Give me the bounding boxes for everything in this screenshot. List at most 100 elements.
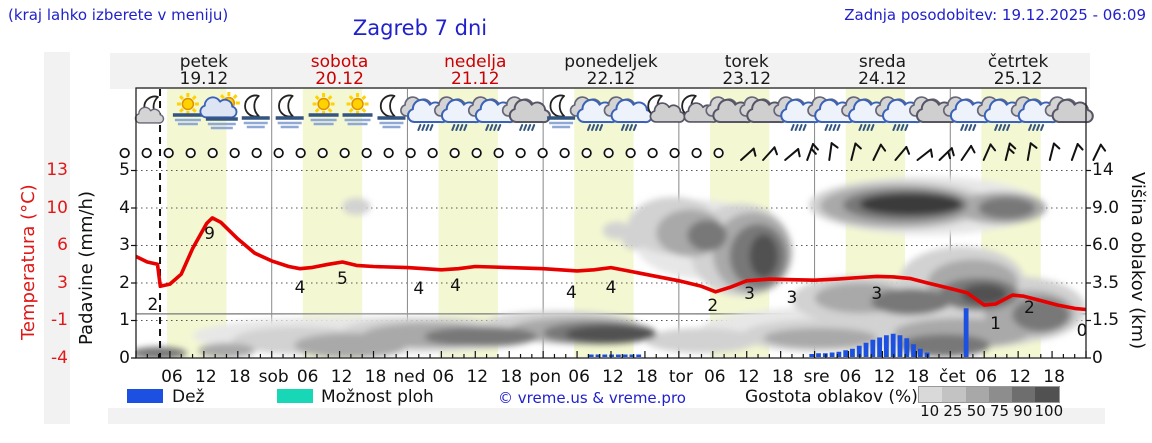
- showers-legend-swatch: [277, 389, 313, 403]
- day-name: ponedeljek: [564, 52, 658, 72]
- wind-calm-icon: [625, 147, 636, 159]
- cloud-density-scale-ticks: 10 25 50 75 90 100: [918, 402, 1064, 420]
- background-dayheader-band: [110, 53, 1090, 89]
- wind-barb-icon: [1004, 142, 1017, 161]
- svg-text:12: 12: [738, 367, 760, 387]
- credit-link[interactable]: © vreme.us & vreme.pro: [498, 389, 686, 407]
- weather-icon-moon-fog: [547, 94, 576, 129]
- svg-text:18: 18: [229, 367, 251, 387]
- svg-text:pon: pon: [529, 367, 561, 387]
- svg-text:2: 2: [148, 295, 159, 315]
- wind-calm-icon: [383, 147, 394, 159]
- wind-calm-icon: [295, 147, 306, 159]
- svg-text:1: 1: [990, 314, 1001, 334]
- svg-text:18: 18: [636, 367, 658, 387]
- wind-calm-icon: [647, 147, 658, 159]
- wind-barb-icon: [982, 143, 997, 161]
- weather-icon-cloud: [1044, 96, 1094, 124]
- wind-calm-icon: [691, 147, 702, 159]
- day-header-nedelja: nedelja 21.12: [405, 54, 545, 88]
- background-left-column: [44, 52, 70, 424]
- wind-calm-icon: [361, 147, 372, 159]
- weather-icon-moon-fog: [275, 94, 304, 129]
- svg-text:čet: čet: [939, 367, 966, 387]
- wind-calm-icon: [449, 147, 460, 159]
- day-date: 20.12: [315, 69, 364, 89]
- wind-barb-icon: [850, 142, 862, 161]
- day-name: nedelja: [444, 52, 507, 72]
- svg-text:tor: tor: [669, 367, 693, 387]
- wind-calm-icon: [207, 147, 218, 159]
- rain-legend-label: Dež: [172, 387, 205, 407]
- svg-text:06: 06: [568, 367, 590, 387]
- wind-barb-icon: [784, 148, 801, 161]
- precipitation-tick: 5: [119, 160, 130, 180]
- wind-calm-icon: [339, 147, 350, 159]
- day-header-četrtek: četrtek 25.12: [948, 54, 1088, 88]
- weather-icon-cloud-rain: [841, 96, 891, 131]
- wind-barb-icon: [1092, 143, 1107, 161]
- wind-calm-icon: [317, 147, 328, 159]
- wind-calm-icon: [603, 147, 614, 159]
- wind-calm-icon: [581, 147, 592, 159]
- svg-text:2: 2: [1024, 298, 1035, 318]
- temperature-line: [136, 216, 1086, 312]
- temperature-tick: 13: [46, 160, 68, 180]
- wind-calm-icon: [229, 147, 240, 159]
- rain-legend-swatch: [127, 389, 163, 403]
- gradient-tick-label: 75: [989, 402, 1010, 420]
- svg-text:4: 4: [566, 283, 577, 303]
- svg-text:4: 4: [450, 276, 461, 296]
- wind-calm-icon: [141, 147, 152, 159]
- day-date: 23.12: [722, 69, 772, 89]
- day-header-sobota: sobota 20.12: [270, 54, 410, 88]
- day-name: torek: [724, 52, 769, 72]
- gradient-tick-label: 25: [943, 402, 963, 420]
- svg-text:06: 06: [840, 367, 862, 387]
- day-name: sreda: [858, 52, 906, 72]
- svg-text:12: 12: [331, 367, 353, 387]
- day-header-ponedeljek: ponedeljek 22.12: [541, 54, 681, 88]
- gradient-tick-label: 100: [1034, 402, 1064, 420]
- cloud-height-tick: 9.0: [1092, 197, 1120, 218]
- day-name: petek: [179, 52, 228, 72]
- wind-barb-icon: [762, 146, 778, 161]
- svg-text:18: 18: [500, 367, 522, 387]
- wind-calm-icon: [493, 147, 504, 159]
- temperature-tick: -1: [51, 310, 68, 330]
- precipitation-tick: 1: [119, 310, 130, 330]
- gradient-step: [1035, 387, 1059, 402]
- cloud-height-tick: 14: [1092, 160, 1114, 180]
- day-header-sreda: sreda 24.12: [812, 54, 952, 88]
- svg-text:18: 18: [908, 367, 930, 387]
- wind-calm-icon: [713, 147, 724, 159]
- weather-icon-row: [134, 92, 1094, 131]
- wind-barb-icon: [960, 144, 976, 161]
- svg-text:0: 0: [1077, 321, 1088, 341]
- svg-text:3: 3: [787, 288, 798, 308]
- wind-calm-icon: [405, 147, 416, 159]
- day-header-torek: torek 23.12: [677, 54, 817, 88]
- wind-barb-icon: [1026, 142, 1038, 161]
- svg-text:06: 06: [297, 367, 319, 387]
- wind-symbols: [119, 142, 1107, 161]
- wind-barb-icon: [828, 142, 839, 161]
- weather-icon-cloud-rain: [807, 96, 857, 131]
- weather-icon-moon-fog: [377, 94, 406, 129]
- svg-text:12: 12: [466, 367, 488, 387]
- svg-text:4: 4: [413, 279, 424, 299]
- gradient-tick-label: 50: [966, 402, 986, 420]
- cloud-density-field: [136, 176, 1086, 358]
- gradient-step: [919, 387, 943, 402]
- axis-ticks: [131, 169, 1091, 359]
- cloud-density-scale-label: Gostota oblakov (%): [745, 387, 918, 407]
- day-date: 25.12: [993, 69, 1043, 89]
- weather-icon-moon-gray-cloud: [647, 94, 686, 123]
- wind-calm-icon: [537, 147, 548, 159]
- weather-icon-cloud-rain: [603, 96, 653, 131]
- wind-calm-icon: [163, 147, 174, 159]
- weather-icon-moon-cloud: [134, 95, 165, 124]
- wind-calm-icon: [185, 147, 196, 159]
